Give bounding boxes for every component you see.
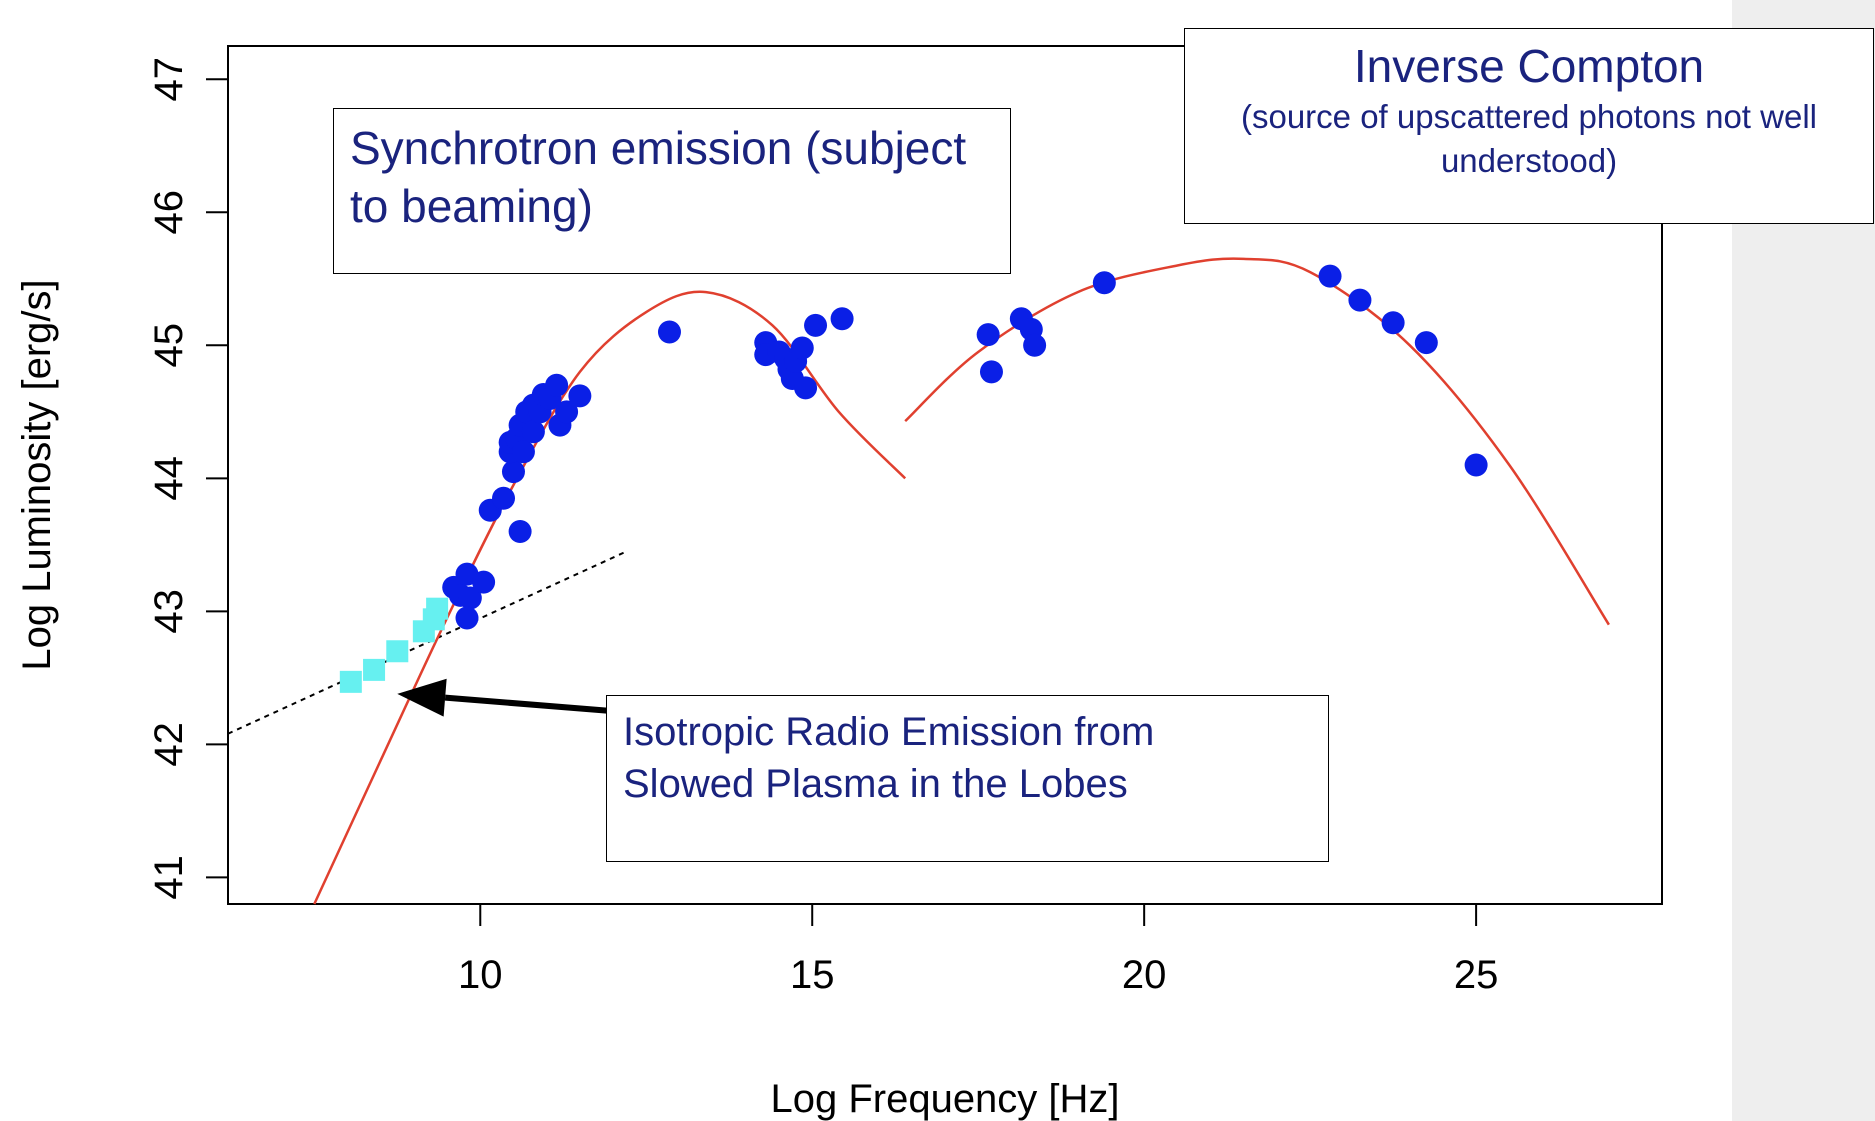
- data-point: [508, 520, 532, 544]
- pointer-arrow: [397, 678, 614, 717]
- y-axis-label: Log Luminosity [erg/s]: [15, 279, 59, 670]
- data-point: [472, 570, 496, 594]
- y-tick-label: 44: [147, 456, 191, 501]
- arrow-head: [397, 678, 447, 717]
- isotropic-annotation: Isotropic Radio Emission from Slowed Pla…: [606, 695, 1329, 862]
- data-point: [511, 440, 535, 464]
- y-tick-label: 46: [147, 190, 191, 235]
- data-point: [568, 384, 592, 408]
- data-point: [979, 360, 1003, 384]
- data-point: [1381, 311, 1405, 335]
- data-markers: [339, 264, 1488, 693]
- synchrotron-text-line-2: to beaming): [350, 180, 593, 232]
- inverse-compton-note-line-2: understood): [1440, 142, 1618, 179]
- data-point: [1092, 271, 1116, 295]
- x-tick-label: 15: [790, 953, 835, 997]
- x-axis: 10 15 20 25: [458, 903, 1499, 997]
- data-point: [657, 320, 681, 344]
- isotropic-text-line-1: Isotropic Radio Emission from: [623, 710, 1155, 754]
- data-point: [545, 373, 569, 397]
- inverse-compton-fit-curve: [904, 257, 1610, 626]
- data-point: [455, 606, 479, 630]
- y-tick-label: 42: [147, 722, 191, 767]
- y-tick-label: 47: [147, 57, 191, 102]
- data-point: [501, 460, 525, 484]
- inverse-compton-note-line-1: (source of upscattered photons not well: [1240, 98, 1817, 135]
- radio-data-square: [339, 670, 362, 693]
- inverse-compton-title: Inverse Compton: [1353, 40, 1705, 92]
- x-tick-label: 20: [1122, 953, 1167, 997]
- data-point: [1464, 453, 1488, 477]
- dotted-power-law-line: [227, 550, 627, 735]
- data-point: [1414, 331, 1438, 355]
- data-point: [976, 323, 1000, 347]
- y-tick-label: 43: [147, 589, 191, 634]
- data-point: [794, 376, 818, 400]
- synchrotron-annotation: Synchrotron emission (subject to beaming…: [333, 108, 1011, 274]
- data-point: [1348, 288, 1372, 312]
- radio-data-square: [386, 640, 409, 663]
- x-axis-label: Log Frequency [Hz]: [770, 1077, 1119, 1121]
- data-point: [1023, 333, 1047, 357]
- data-point: [521, 420, 545, 444]
- data-point: [555, 400, 579, 424]
- data-point: [804, 313, 828, 337]
- data-point: [492, 486, 516, 510]
- isotropic-text-line-2: Slowed Plasma in the Lobes: [623, 762, 1128, 806]
- data-point: [458, 586, 482, 610]
- x-tick-label: 25: [1454, 953, 1499, 997]
- data-point: [1318, 264, 1342, 288]
- synchrotron-text-line-1: Synchrotron emission (subject: [350, 122, 967, 174]
- x-tick-label: 10: [458, 953, 503, 997]
- arrow-shaft: [444, 694, 614, 715]
- inverse-compton-annotation: Inverse Compton (source of upscattered p…: [1184, 28, 1874, 224]
- data-point: [790, 336, 814, 360]
- radio-data-square: [426, 597, 449, 620]
- radio-data-square: [363, 658, 386, 681]
- y-axis: 41 42 43 44 45 46 47: [147, 57, 229, 900]
- y-tick-label: 41: [147, 855, 191, 900]
- data-point: [830, 307, 854, 331]
- y-tick-label: 45: [147, 323, 191, 368]
